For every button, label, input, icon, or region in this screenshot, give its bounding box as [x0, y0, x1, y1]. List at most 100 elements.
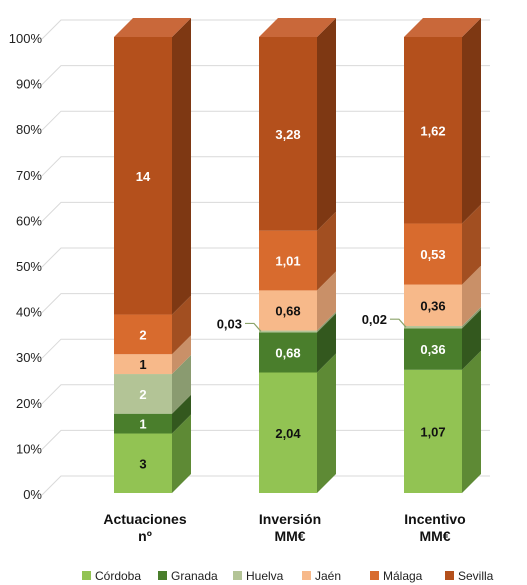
gridline [41, 110, 490, 131]
bar-segment-granada [404, 309, 481, 370]
bar-front [114, 374, 172, 414]
bar-top [114, 18, 191, 37]
bar-front [259, 332, 317, 373]
bar-segment-sevilla [259, 18, 336, 231]
bar-segment-málaga [404, 204, 481, 285]
bar-segment-málaga [114, 295, 191, 355]
legend-swatch [302, 571, 311, 580]
y-tick-label: 60% [16, 213, 42, 228]
bar-front [259, 37, 317, 231]
data-label: 1 [139, 417, 146, 432]
bar-front [404, 37, 462, 224]
y-tick-label: 80% [16, 122, 42, 137]
data-label: 2 [139, 327, 146, 342]
bar-side [317, 271, 336, 331]
bar-front [404, 326, 462, 329]
leader-line [245, 322, 262, 332]
gridlines: 0% 10% 20% 30% 40% 50% 60% 70% 80% 90% 100% [9, 19, 490, 502]
legend-item-sevilla: Sevilla [445, 569, 494, 583]
gridline [41, 338, 490, 359]
bar-front [404, 369, 462, 493]
bar-side [462, 307, 481, 329]
data-label: 2,04 [275, 426, 301, 441]
legend-swatch [82, 571, 91, 580]
category-label: Incentivo MM€ [404, 511, 465, 544]
y-tick-label: 0% [23, 487, 42, 502]
gridline [41, 384, 490, 405]
bar-side [462, 265, 481, 327]
legend-label: Sevilla [458, 569, 494, 583]
data-label: 0,02 [362, 312, 387, 327]
legend-item-córdoba: Córdoba [82, 569, 141, 583]
y-tick-label: 50% [16, 259, 42, 274]
bar-side [172, 394, 191, 434]
bar-front [114, 433, 172, 493]
bar-front [114, 413, 172, 434]
gridline [41, 429, 490, 450]
gridline [41, 475, 490, 496]
bar-front [259, 330, 317, 333]
bar-segment-málaga [259, 211, 336, 291]
gridline [41, 247, 490, 268]
bar-top [404, 18, 481, 37]
y-tick-label: 70% [16, 168, 42, 183]
y-tick-label: 100% [9, 31, 43, 46]
bar-segment-jaén [404, 265, 481, 327]
bar-front [259, 372, 317, 493]
bar-side [172, 414, 191, 493]
bar-front [404, 223, 462, 285]
bar-side [462, 18, 481, 224]
data-label: 3,28 [275, 127, 300, 142]
bar-side [462, 204, 481, 285]
bar-front [114, 354, 172, 375]
gridline [41, 156, 490, 177]
bar-front [259, 290, 317, 331]
legend-swatch [445, 571, 454, 580]
data-label: 1,62 [420, 123, 445, 138]
bar-segment-sevilla [114, 18, 191, 315]
category-label: Actuaciones nº [103, 511, 186, 544]
y-tick-label: 90% [16, 77, 42, 92]
legend-swatch [233, 571, 242, 580]
legend-item-granada: Granada [158, 569, 218, 583]
legend-swatch [370, 571, 379, 580]
bar-side [317, 18, 336, 231]
bar-side [172, 335, 191, 375]
category-label: Inversión MM€ [259, 511, 321, 544]
legend-item-huelva: Huelva [233, 569, 284, 583]
bar-side [462, 350, 481, 493]
bar-segment-córdoba [259, 353, 336, 493]
legend: Córdoba Granada Huelva Jaén Málaga Sevilla [82, 569, 494, 583]
bar-front [259, 230, 317, 291]
bars: 3 1 2 1 2 14 Actuaciones nº 2,04 0,68 0,03 0,68 1,01… [103, 18, 481, 544]
bar-side [317, 313, 336, 373]
legend-item-málaga: Málaga [370, 569, 423, 583]
legend-label: Granada [171, 569, 218, 583]
legend-label: Córdoba [95, 569, 141, 583]
bar-side [317, 211, 336, 291]
bar-top [259, 18, 336, 37]
legend-swatch [158, 571, 167, 580]
data-label: 0,03 [217, 316, 242, 331]
leader-line [390, 318, 407, 328]
data-label: 0,36 [420, 298, 445, 313]
bar-segment-huelva [404, 307, 481, 329]
bar-side [462, 309, 481, 370]
bar-front [404, 284, 462, 327]
data-label: 3 [139, 456, 146, 471]
gridline [41, 201, 490, 222]
data-label: 0,68 [275, 345, 300, 360]
gridline [41, 19, 490, 40]
y-tick-label: 20% [16, 396, 42, 411]
legend-item-jaén: Jaén [302, 569, 341, 583]
bar-front [114, 37, 172, 315]
bar-side [317, 311, 336, 333]
bar-segment-huelva [259, 311, 336, 333]
bar-segment-córdoba [404, 350, 481, 493]
bar-segment-córdoba [114, 414, 191, 493]
bar-side [317, 353, 336, 493]
bar-front [404, 328, 462, 370]
bar-segment-huelva [114, 355, 191, 414]
